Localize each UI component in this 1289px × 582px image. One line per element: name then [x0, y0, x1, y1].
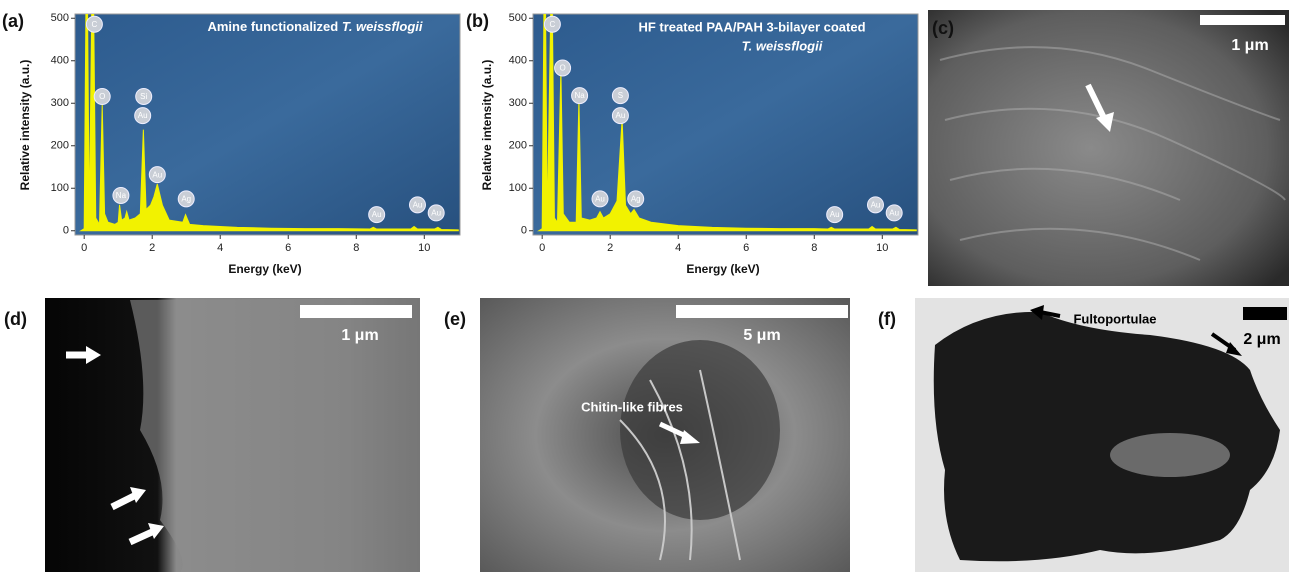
- y-tick-label: 500: [51, 12, 69, 24]
- panel-label: (d): [4, 309, 27, 329]
- texture: [620, 340, 780, 520]
- y-tick-label: 0: [521, 225, 527, 237]
- image-panel: 2 μm Fultoportulae (f): [878, 298, 1289, 572]
- scale-bar: [676, 305, 848, 318]
- peak-label: Na: [116, 191, 127, 200]
- scale-bar: [1200, 15, 1285, 25]
- x-tick-label: 2: [607, 242, 613, 254]
- peak-label: Au: [830, 210, 840, 219]
- x-tick-label: 6: [743, 242, 749, 254]
- peak-label: Si: [140, 92, 147, 101]
- y-tick-label: 400: [51, 55, 69, 67]
- peak-label: Au: [372, 210, 382, 219]
- texture: [1110, 433, 1230, 477]
- title-part: T. weissflogii: [342, 19, 423, 34]
- peak-label: Au: [616, 111, 626, 120]
- peak-label: Au: [138, 111, 148, 120]
- figure: (a) (b) Amine functionalized T. weissflo…: [0, 0, 1289, 577]
- x-tick-label: 8: [353, 242, 359, 254]
- peak-label: Au: [889, 209, 899, 218]
- peak-label: S: [618, 91, 623, 100]
- chart-title: HF treated PAA/PAH 3-bilayer coated: [638, 19, 865, 34]
- title-part: Amine functionalized: [207, 19, 338, 34]
- chart-title: Amine functionalized T. weissflogii: [207, 19, 422, 34]
- peak-label: O: [559, 64, 565, 73]
- y-tick-label: 200: [51, 140, 69, 152]
- annotation: Fultoportulae: [1073, 311, 1156, 326]
- peak-label: Au: [152, 170, 162, 179]
- panel-label: (c): [932, 18, 954, 38]
- x-tick-label: 2: [149, 242, 155, 254]
- x-tick-label: 10: [876, 242, 888, 254]
- y-tick-label: 500: [509, 12, 527, 24]
- plot-area: [533, 14, 918, 235]
- y-tick-label: 400: [509, 55, 527, 67]
- peak-label: Au: [871, 200, 881, 209]
- image-panel: 5 μm Chitin-like fibres (e): [444, 298, 850, 572]
- x-tick-label: 10: [418, 242, 430, 254]
- y-tick-label: 200: [509, 140, 527, 152]
- scale-label: 2 μm: [1243, 331, 1280, 348]
- x-tick-label: 8: [811, 242, 817, 254]
- plot-area: [75, 14, 460, 235]
- x-tick-label: 0: [81, 242, 87, 254]
- peak-label: Ag: [181, 194, 191, 203]
- y-tick-label: 300: [509, 97, 527, 109]
- x-axis-label: Energy (keV): [228, 262, 301, 276]
- panel-label: (f): [878, 309, 896, 329]
- x-axis-label: Energy (keV): [686, 262, 759, 276]
- image-panel: 1 μm (c): [928, 10, 1289, 286]
- peak-label: Au: [413, 200, 423, 209]
- y-axis-label: Relative intensity (a.u.): [480, 60, 494, 191]
- chart-title: T. weissflogii: [742, 38, 823, 53]
- y-tick-label: 300: [51, 97, 69, 109]
- y-tick-label: 100: [509, 182, 527, 194]
- annotation: Chitin-like fibres: [581, 399, 683, 414]
- scale-label: 1 μm: [341, 327, 378, 344]
- panel-label: (e): [444, 309, 466, 329]
- x-tick-label: 4: [217, 242, 223, 254]
- peak-label: Au: [595, 194, 605, 203]
- panel-label: (a): [2, 11, 24, 31]
- peak-label: C: [549, 20, 555, 29]
- y-axis-label: Relative intensity (a.u.): [18, 60, 32, 191]
- x-tick-label: 6: [285, 242, 291, 254]
- x-tick-label: 4: [675, 242, 681, 254]
- scale-label: 5 μm: [743, 327, 780, 344]
- image-panel: 1 μm (d): [4, 298, 420, 572]
- scale-label: 1 μm: [1231, 37, 1268, 54]
- peak-label: Au: [431, 209, 441, 218]
- scale-bar: [300, 305, 412, 318]
- page: {"chart_data":[ {"type":"area","panel_la…: [0, 0, 1289, 577]
- y-tick-label: 100: [51, 182, 69, 194]
- peak-label: O: [99, 92, 105, 101]
- peak-label: Na: [574, 91, 585, 100]
- peak-label: C: [91, 20, 97, 29]
- y-tick-label: 0: [63, 225, 69, 237]
- scale-bar: [1243, 307, 1287, 320]
- peak-label: Ag: [631, 194, 641, 203]
- panel-label: (b): [466, 11, 489, 31]
- x-tick-label: 0: [539, 242, 545, 254]
